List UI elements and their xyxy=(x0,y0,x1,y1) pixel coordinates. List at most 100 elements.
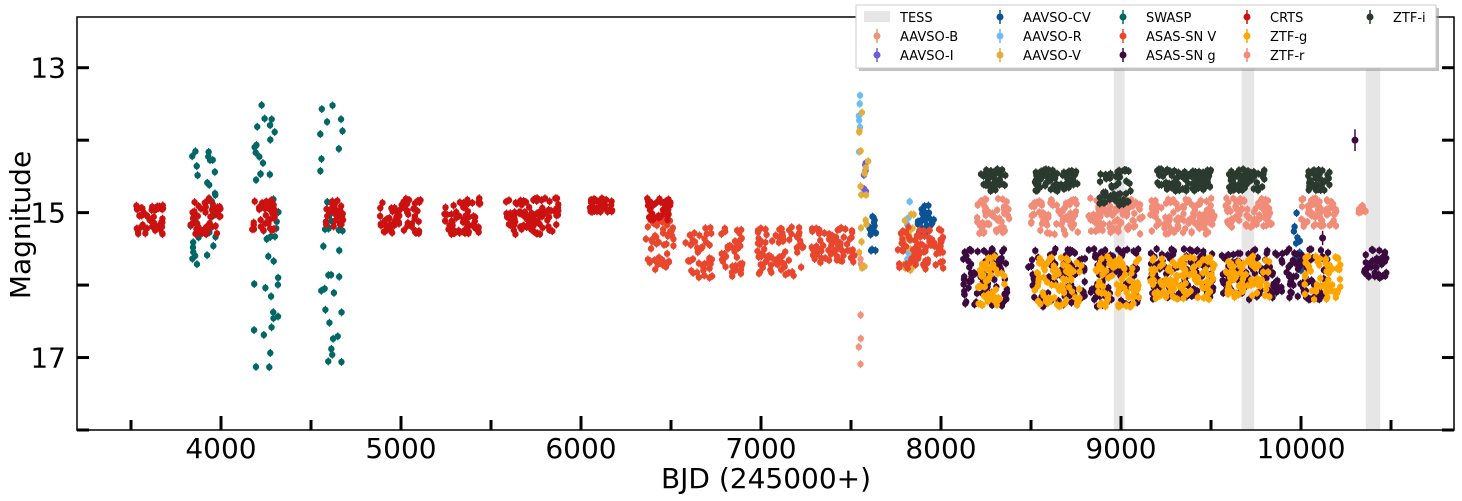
data-point xyxy=(856,249,863,256)
data-point xyxy=(411,215,418,222)
data-point xyxy=(856,100,863,108)
data-point xyxy=(1199,256,1207,263)
data-point xyxy=(1128,270,1135,277)
data-point xyxy=(647,212,654,220)
data-point xyxy=(660,259,668,266)
data-point xyxy=(1288,289,1295,296)
data-point xyxy=(1090,245,1098,253)
data-point xyxy=(271,233,279,240)
data-point xyxy=(785,257,793,264)
data-point xyxy=(1297,257,1304,265)
data-point xyxy=(1115,228,1122,235)
data-point xyxy=(257,170,264,178)
data-point xyxy=(857,360,864,368)
data-point xyxy=(203,251,211,259)
data-point xyxy=(652,266,659,273)
data-point xyxy=(992,266,1000,273)
data-point xyxy=(337,116,345,123)
data-point xyxy=(190,248,197,256)
data-point xyxy=(858,109,866,116)
data-point xyxy=(1107,203,1114,210)
data-point xyxy=(193,261,201,268)
data-point xyxy=(1158,255,1166,263)
data-point xyxy=(266,171,274,178)
data-point xyxy=(1222,202,1229,209)
data-point xyxy=(1165,215,1172,222)
data-point xyxy=(974,248,981,255)
data-point xyxy=(759,264,766,271)
data-point xyxy=(1292,260,1300,267)
data-point xyxy=(1051,273,1058,280)
data-point xyxy=(1231,293,1238,301)
data-point xyxy=(328,200,336,207)
data-point xyxy=(1290,228,1298,235)
data-point xyxy=(1319,282,1327,289)
data-point xyxy=(1161,220,1169,227)
data-point xyxy=(410,204,418,212)
data-point xyxy=(1191,206,1199,214)
data-point xyxy=(1206,279,1214,286)
data-point xyxy=(1169,196,1177,204)
data-point xyxy=(660,241,668,249)
data-point xyxy=(270,257,277,265)
data-point xyxy=(1085,246,1093,254)
data-point xyxy=(1170,247,1177,255)
data-point xyxy=(1251,246,1259,253)
data-point xyxy=(522,212,530,219)
data-point xyxy=(1232,202,1240,209)
data-point xyxy=(255,204,263,211)
data-point xyxy=(545,213,553,221)
data-point xyxy=(1206,254,1213,262)
data-point xyxy=(338,309,345,316)
data-point xyxy=(469,199,476,207)
data-point xyxy=(401,204,408,212)
series-ztf-i xyxy=(977,165,1333,210)
series-ztf-r xyxy=(973,194,1369,239)
data-point xyxy=(757,225,765,232)
data-point xyxy=(1091,296,1098,303)
data-point xyxy=(389,208,396,215)
data-point xyxy=(939,264,947,272)
data-point xyxy=(808,244,815,251)
data-point xyxy=(724,245,732,252)
data-point xyxy=(1182,280,1189,287)
data-point xyxy=(1062,267,1070,275)
data-point xyxy=(1257,282,1264,290)
data-point xyxy=(686,257,694,265)
data-point xyxy=(737,266,745,273)
data-point xyxy=(708,230,715,237)
data-point xyxy=(962,300,969,307)
data-point xyxy=(1153,245,1160,253)
data-point xyxy=(1186,216,1194,223)
data-point xyxy=(992,286,1000,293)
data-point xyxy=(1323,196,1331,204)
data-point xyxy=(999,196,1006,203)
data-point xyxy=(1050,262,1057,270)
data-point xyxy=(395,220,403,227)
data-point xyxy=(1062,296,1070,304)
data-point xyxy=(738,234,745,242)
data-point xyxy=(731,237,739,245)
data-point xyxy=(864,157,872,165)
data-point xyxy=(721,250,728,258)
data-point xyxy=(189,220,196,228)
data-point xyxy=(455,212,463,220)
data-point xyxy=(1272,250,1279,257)
data-point xyxy=(785,269,792,276)
data-point xyxy=(335,145,343,152)
data-point xyxy=(1148,205,1156,212)
data-point xyxy=(856,92,864,99)
data-point xyxy=(913,242,921,250)
data-point xyxy=(1244,206,1251,213)
data-point xyxy=(1299,195,1307,203)
data-point xyxy=(1329,281,1336,289)
data-point xyxy=(1183,198,1191,206)
data-point xyxy=(762,239,769,246)
data-point xyxy=(1105,291,1112,299)
data-point xyxy=(207,213,214,220)
series-swasp xyxy=(187,101,346,372)
data-point xyxy=(961,249,968,256)
data-point xyxy=(861,263,868,270)
data-point xyxy=(252,363,260,371)
data-point xyxy=(790,272,797,279)
